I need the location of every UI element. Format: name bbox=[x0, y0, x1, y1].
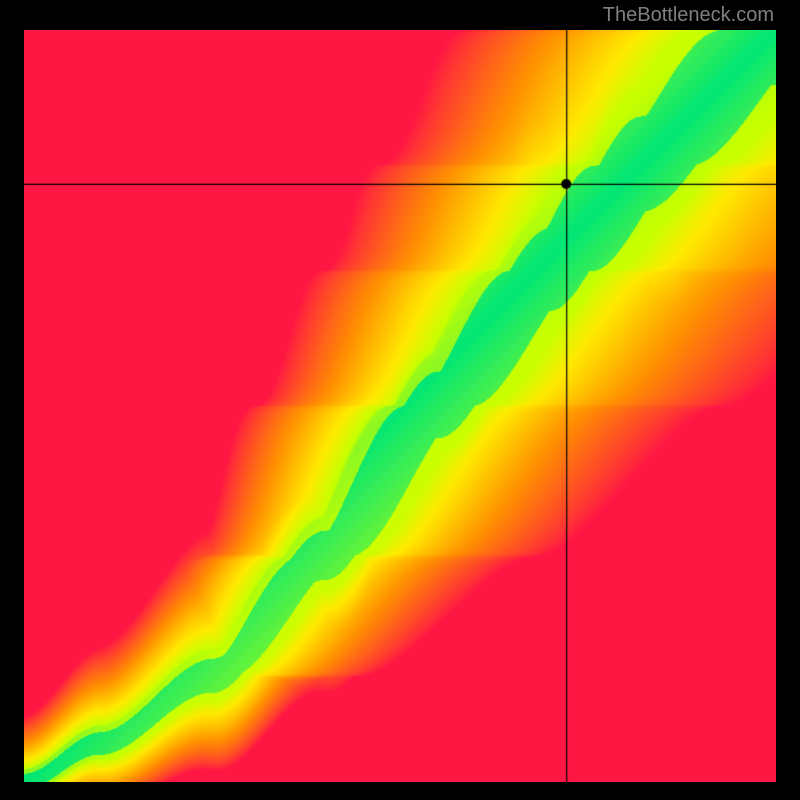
crosshair-canvas bbox=[24, 30, 776, 782]
root-container: TheBottleneck.com bbox=[0, 0, 800, 800]
plot-area bbox=[24, 30, 776, 782]
watermark-text: TheBottleneck.com bbox=[603, 4, 774, 27]
